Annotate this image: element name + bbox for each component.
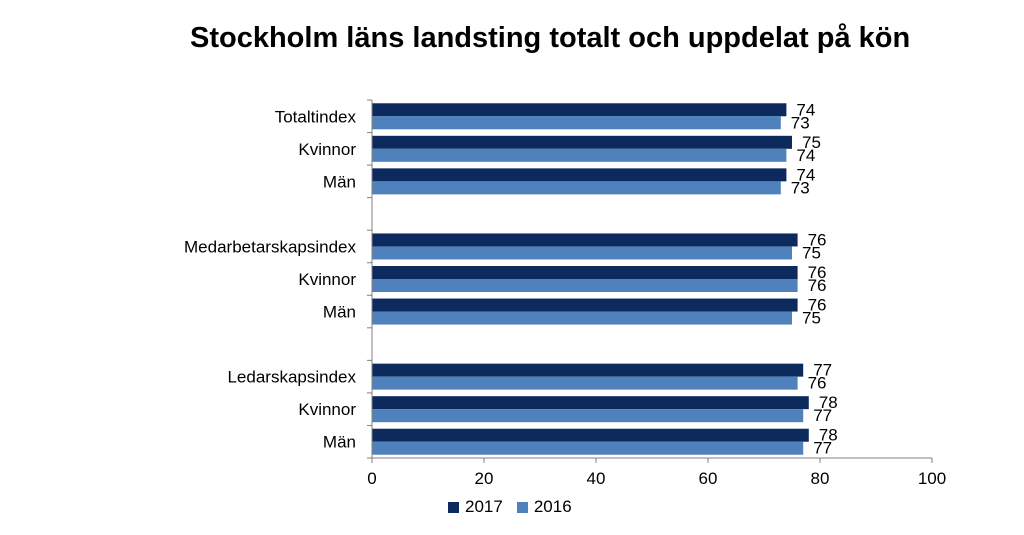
x-tick-label-3: 60: [699, 469, 718, 488]
x-tick-label-5: 100: [918, 469, 946, 488]
bar-2017-5: [372, 298, 798, 312]
value-label-2017-7: 78: [819, 393, 838, 412]
value-label-2017-5: 76: [808, 296, 827, 315]
category-label-8: Män: [323, 433, 356, 452]
legend: 2017 2016: [448, 497, 572, 517]
value-label-2016-4: 76: [808, 276, 827, 295]
bar-2017-8: [372, 428, 809, 442]
bar-2017-4: [372, 266, 798, 279]
value-label-2016-7: 77: [813, 406, 832, 425]
bar-2016-6: [372, 376, 798, 390]
legend-label-2016: 2016: [533, 497, 572, 516]
bar-2016-8: [372, 441, 804, 455]
x-tick-label-1: 20: [475, 469, 494, 488]
x-tick-label-4: 80: [811, 469, 830, 488]
bar-2016-2: [372, 181, 781, 195]
bar-2017-0: [372, 103, 787, 117]
x-tick-label-0: 0: [367, 469, 376, 488]
legend-label-2017: 2017: [465, 497, 503, 516]
category-label-1: Kvinnor: [298, 140, 356, 159]
value-label-2016-1: 74: [796, 146, 815, 165]
bar-2017-1: [372, 135, 792, 149]
legend-swatch-2016: [516, 501, 528, 513]
value-label-2016-2: 73: [791, 178, 810, 197]
bar-2017-6: [372, 363, 804, 377]
bar-2016-4: [372, 279, 798, 292]
value-label-2017-6: 77: [813, 361, 832, 380]
value-label-2017-4: 76: [808, 263, 827, 282]
value-label-2016-5: 75: [802, 309, 821, 328]
bar-2017-2: [372, 168, 787, 182]
value-label-2017-0: 74: [796, 100, 815, 119]
bars-layer: [372, 103, 809, 455]
value-label-2016-0: 73: [791, 113, 810, 132]
value-label-2017-8: 78: [819, 426, 838, 445]
value-label-2016-8: 77: [813, 439, 832, 458]
category-label-7: Kvinnor: [298, 400, 356, 419]
category-label-3: Medarbetarskapsindex: [184, 237, 356, 256]
category-label-0: Totaltindex: [275, 107, 357, 126]
labels-layer: 7473Totaltindex7574Kvinnor7473Män7675Med…: [184, 100, 946, 488]
legend-item-2017: 2017: [448, 497, 503, 517]
value-label-2017-2: 74: [796, 165, 815, 184]
legend-item-2016: 2016: [516, 497, 572, 517]
category-label-2: Män: [323, 172, 356, 191]
value-label-2017-1: 75: [802, 133, 821, 152]
chart-title: Stockholm läns landsting totalt och uppd…: [190, 22, 911, 54]
value-label-2016-6: 76: [808, 374, 827, 393]
bar-2016-0: [372, 116, 781, 130]
category-label-6: Ledarskapsindex: [227, 368, 356, 387]
value-label-2017-3: 76: [808, 230, 827, 249]
bar-2016-1: [372, 148, 787, 162]
category-label-4: Kvinnor: [298, 270, 356, 289]
axes-layer: [367, 99, 933, 463]
x-tick-label-2: 40: [587, 469, 606, 488]
category-label-5: Män: [323, 303, 356, 322]
value-label-2016-3: 75: [802, 243, 821, 262]
bar-2016-5: [372, 311, 792, 325]
bar-2017-7: [372, 396, 809, 410]
bar-2016-7: [372, 409, 804, 423]
bar-2017-3: [372, 233, 798, 247]
bar-2016-3: [372, 246, 792, 260]
legend-swatch-2017: [448, 501, 459, 513]
